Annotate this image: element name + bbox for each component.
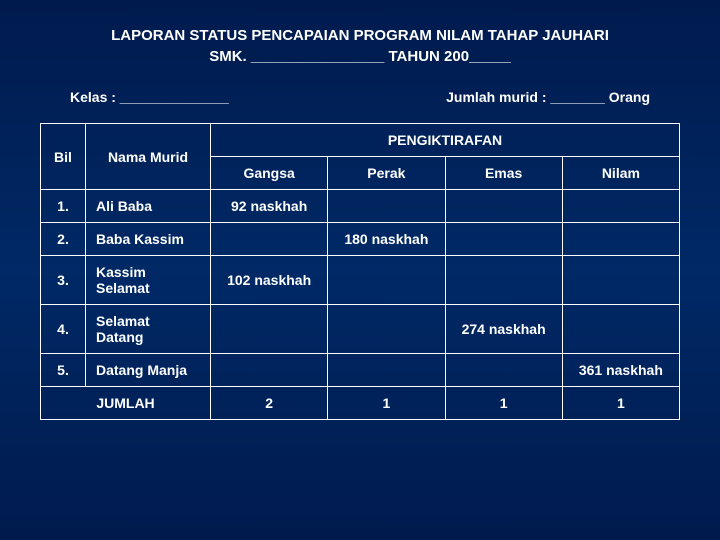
totals-emas: 1	[445, 387, 562, 420]
header-pengiktirafan: PENGIKTIRAFAN	[211, 124, 680, 157]
cell-gangsa	[211, 305, 328, 354]
header-bil: Bil	[41, 124, 86, 190]
table-row: 2. Baba Kassim 180 naskhah	[41, 223, 680, 256]
cell-nama: Datang Manja	[86, 354, 211, 387]
kelas-label: Kelas : ______________	[70, 89, 229, 105]
header-perak: Perak	[328, 157, 445, 190]
table-row: 5. Datang Manja 361 naskhah	[41, 354, 680, 387]
jumlah-label: Jumlah murid : _______ Orang	[446, 89, 650, 105]
title-line2: SMK. ________________ TAHUN 200_____	[209, 48, 511, 65]
cell-nilam	[562, 190, 679, 223]
cell-nama: Ali Baba	[86, 190, 211, 223]
cell-emas	[445, 190, 562, 223]
cell-emas	[445, 354, 562, 387]
cell-nama: Selamat Datang	[86, 305, 211, 354]
cell-gangsa: 92 naskhah	[211, 190, 328, 223]
header-gangsa: Gangsa	[211, 157, 328, 190]
header-nama: Nama Murid	[86, 124, 211, 190]
header-nilam: Nilam	[562, 157, 679, 190]
cell-nama: Baba Kassim	[86, 223, 211, 256]
totals-nilam: 1	[562, 387, 679, 420]
title-line1: LAPORAN STATUS PENCAPAIAN PROGRAM NILAM …	[111, 27, 609, 44]
cell-emas: 274 naskhah	[445, 305, 562, 354]
totals-gangsa: 2	[211, 387, 328, 420]
cell-perak	[328, 256, 445, 305]
cell-nilam	[562, 256, 679, 305]
cell-gangsa: 102 naskhah	[211, 256, 328, 305]
cell-bil: 4.	[41, 305, 86, 354]
cell-emas	[445, 256, 562, 305]
cell-nama: Kassim Selamat	[86, 256, 211, 305]
cell-perak: 180 naskhah	[328, 223, 445, 256]
report-title: LAPORAN STATUS PENCAPAIAN PROGRAM NILAM …	[40, 25, 680, 67]
cell-bil: 3.	[41, 256, 86, 305]
cell-bil: 2.	[41, 223, 86, 256]
cell-perak	[328, 354, 445, 387]
cell-emas	[445, 223, 562, 256]
table-row: 4. Selamat Datang 274 naskhah	[41, 305, 680, 354]
cell-nilam: 361 naskhah	[562, 354, 679, 387]
header-row-1: Bil Nama Murid PENGIKTIRAFAN	[41, 124, 680, 157]
totals-label: JUMLAH	[41, 387, 211, 420]
cell-bil: 5.	[41, 354, 86, 387]
totals-row: JUMLAH 2 1 1 1	[41, 387, 680, 420]
cell-bil: 1.	[41, 190, 86, 223]
table-row: 1. Ali Baba 92 naskhah	[41, 190, 680, 223]
report-table: Bil Nama Murid PENGIKTIRAFAN Gangsa Pera…	[40, 123, 680, 420]
header-emas: Emas	[445, 157, 562, 190]
info-row: Kelas : ______________ Jumlah murid : __…	[40, 89, 680, 105]
cell-gangsa	[211, 223, 328, 256]
cell-perak	[328, 305, 445, 354]
cell-nilam	[562, 223, 679, 256]
table-row: 3. Kassim Selamat 102 naskhah	[41, 256, 680, 305]
totals-perak: 1	[328, 387, 445, 420]
cell-gangsa	[211, 354, 328, 387]
cell-nilam	[562, 305, 679, 354]
cell-perak	[328, 190, 445, 223]
